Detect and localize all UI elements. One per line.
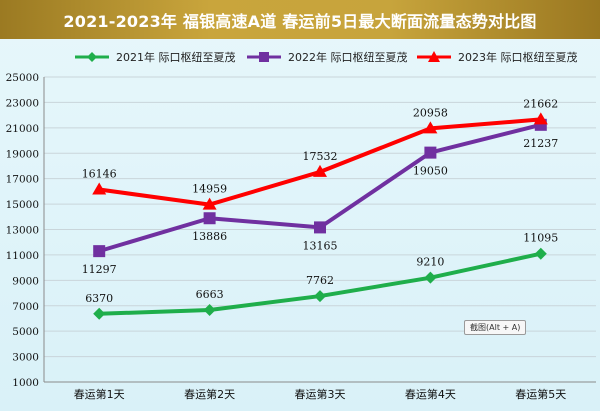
x-tick-label: 春运第5天: [515, 387, 566, 401]
data-label: 9210: [416, 256, 444, 269]
title-bar: 2021-2023年 福银高速A道 春运前5日最大断面流量态势对比图: [0, 0, 600, 39]
data-point: [534, 247, 547, 260]
data-point: [203, 212, 216, 225]
x-tick-label: 春运第4天: [405, 387, 456, 401]
y-tick-label: 11000: [6, 250, 39, 262]
y-tick-label: 23000: [6, 97, 39, 109]
data-label: 13886: [192, 230, 227, 243]
data-label: 7762: [306, 274, 334, 287]
legend-swatch: [247, 52, 281, 62]
legend-item: 2021年 际口枢纽至夏茂: [73, 49, 236, 65]
legend: 2021年 际口枢纽至夏茂 2022年 际口枢纽至夏茂 2023年 际口枢纽至夏茂: [0, 49, 600, 65]
chart-title: 2021-2023年 福银高速A道 春运前5日最大断面流量态势对比图: [63, 11, 537, 31]
data-point: [93, 307, 106, 320]
data-label: 11095: [523, 232, 558, 245]
legend-item: 2022年 际口枢纽至夏茂: [245, 49, 408, 65]
y-tick-label: 1000: [12, 377, 39, 389]
legend-swatch: [75, 52, 109, 62]
data-label: 6370: [85, 292, 113, 305]
data-point: [202, 197, 217, 210]
legend-swatch: [417, 51, 451, 62]
data-point: [92, 182, 107, 195]
data-point: [423, 121, 438, 134]
data-point: [533, 112, 548, 125]
y-tick-label: 9000: [12, 275, 39, 287]
data-label: 16146: [82, 168, 117, 181]
data-point: [424, 146, 437, 159]
data-point: [314, 221, 326, 234]
y-tick-label: 15000: [6, 199, 39, 211]
y-tick-label: 19000: [6, 148, 39, 160]
data-point: [203, 304, 216, 317]
data-label: 13165: [303, 239, 338, 252]
data-label: 6663: [196, 288, 224, 301]
legend-item: 2023年 际口枢纽至夏茂: [415, 49, 578, 65]
y-tick-label: 7000: [12, 301, 39, 313]
y-tick-label: 17000: [6, 174, 39, 186]
data-point: [93, 245, 106, 258]
data-label: 19050: [413, 165, 448, 178]
legend-label: 2023年 际口枢纽至夏茂: [458, 51, 578, 64]
y-tick-label: 25000: [6, 72, 39, 84]
data-label: 11297: [82, 263, 117, 276]
data-point: [314, 290, 326, 303]
tooltip: 截图(Alt + A): [464, 320, 527, 335]
legend-label: 2022年 际口枢纽至夏茂: [288, 51, 408, 64]
data-point: [424, 271, 437, 284]
data-label: 14959: [192, 183, 227, 196]
data-label: 21662: [523, 97, 558, 110]
y-tick-label: 13000: [6, 225, 39, 237]
legend-label: 2021年 际口枢纽至夏茂: [116, 51, 236, 64]
y-tick-label: 5000: [12, 326, 39, 338]
x-tick-label: 春运第3天: [295, 387, 346, 401]
x-tick-label: 春运第1天: [74, 387, 125, 401]
data-label: 21237: [523, 137, 558, 150]
y-tick-label: 21000: [6, 123, 39, 135]
x-tick-label: 春运第2天: [184, 387, 235, 401]
data-point: [313, 164, 327, 177]
data-label: 17532: [303, 150, 338, 163]
y-tick-label: 3000: [12, 352, 39, 364]
data-label: 20958: [413, 106, 448, 119]
